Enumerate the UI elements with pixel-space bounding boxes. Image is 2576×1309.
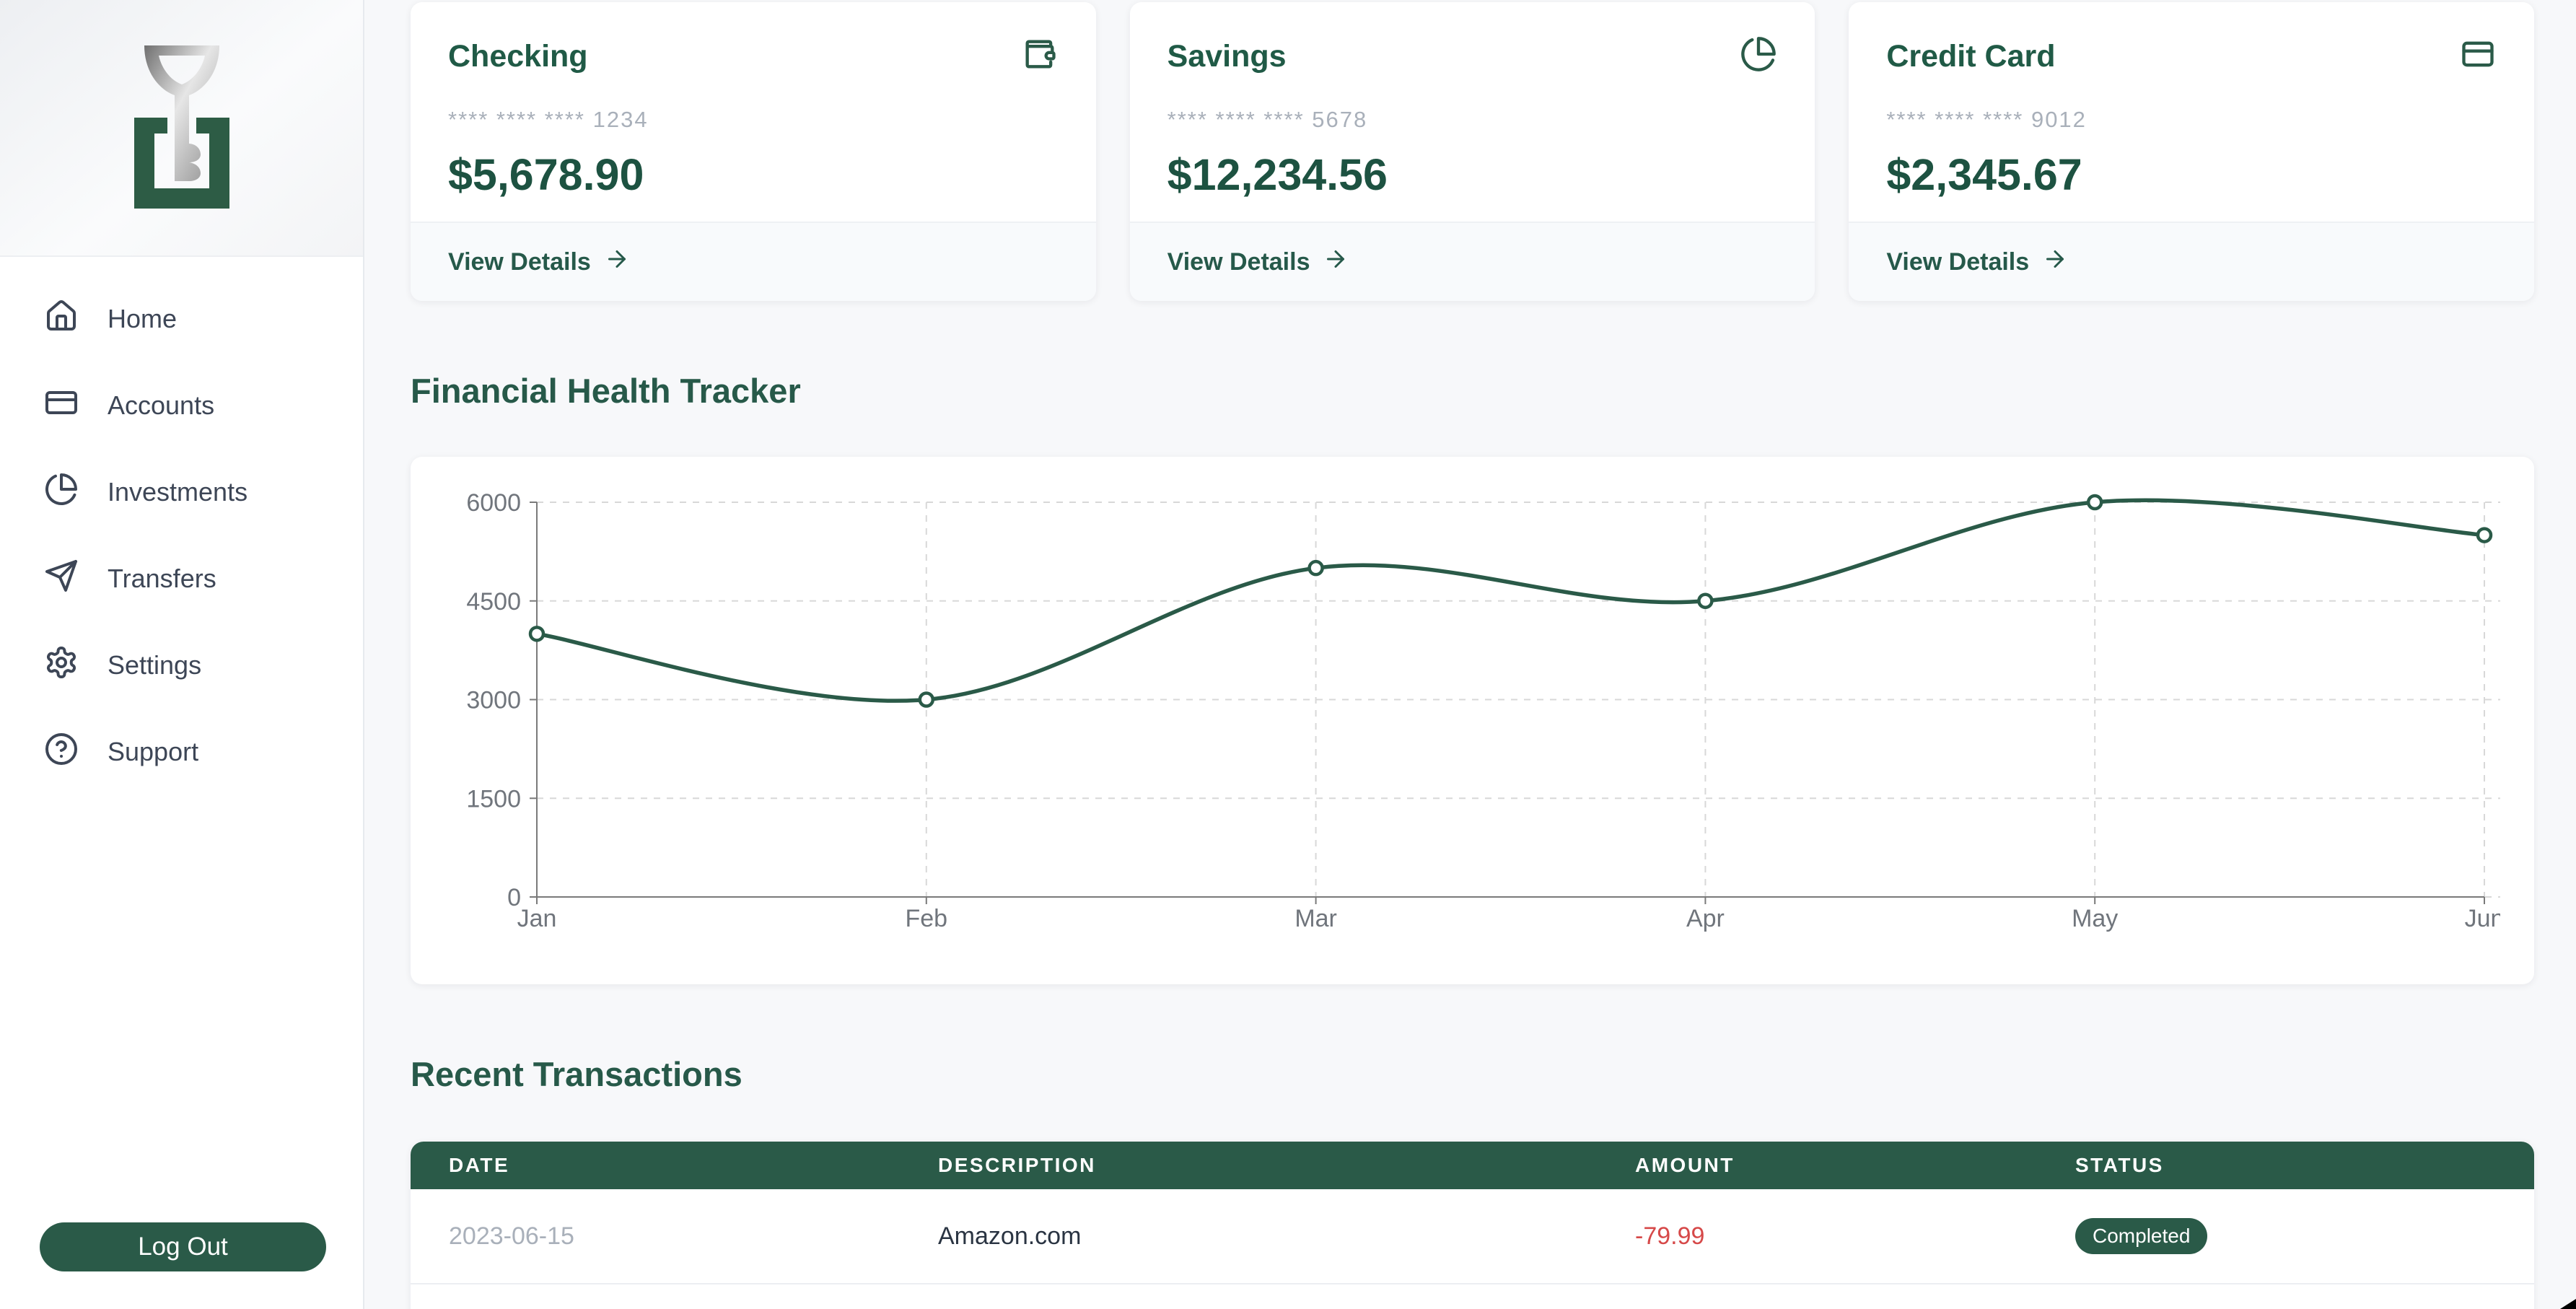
transaction-description: Amazon.com — [938, 1222, 1082, 1250]
sidebar-item-support[interactable]: Support — [0, 709, 363, 795]
sidebar-item-accounts[interactable]: Accounts — [0, 362, 363, 449]
checking-card: Checking **** **** **** 1234 $5,678.90 V… — [411, 2, 1096, 301]
arrow-right-icon — [604, 246, 630, 279]
svg-text:Feb: Feb — [906, 905, 948, 932]
table-row: 2023-06-15 Amazon.com -79.99 Completed — [411, 1189, 2534, 1283]
svg-text:Jun: Jun — [2465, 905, 2500, 932]
transaction-status: Completed — [2037, 1284, 2534, 1309]
column-header-date: DATE — [449, 1154, 510, 1176]
card-title: Savings — [1167, 38, 1287, 74]
svg-text:Jan: Jan — [517, 905, 557, 932]
view-details-link[interactable]: View Details — [1886, 246, 2068, 279]
financial-health-chart-card: 0 1500 3000 4500 6000 Jan Feb Mar Apr May Jun — [411, 457, 2534, 984]
transaction-status: Completed — [2037, 1189, 2534, 1283]
transaction-amount: -79.99 — [1635, 1222, 1705, 1250]
svg-text:May: May — [2072, 905, 2118, 932]
sidebar-item-label: Support — [108, 737, 199, 766]
svg-text:3000: 3000 — [466, 687, 521, 714]
account-balance: $2,345.67 — [1886, 150, 2082, 199]
help-circle-icon — [44, 732, 79, 773]
sidebar-item-label: Transfers — [108, 564, 216, 593]
main-content: Checking **** **** **** 1234 $5,678.90 V… — [366, 0, 2576, 1309]
credit-card-icon — [44, 385, 79, 426]
svg-text:0: 0 — [507, 884, 521, 911]
column-header-amount: AMOUNT — [1635, 1154, 1735, 1176]
sidebar-item-label: Investments — [108, 477, 248, 507]
card-title: Credit Card — [1886, 38, 2056, 74]
table-row: 2023-06-14 Salary Deposit +3500.00 Compl… — [411, 1283, 2534, 1309]
bank-key-logo — [133, 43, 229, 214]
svg-text:Mar: Mar — [1294, 905, 1337, 932]
transactions-section-title: Recent Transactions — [411, 1055, 742, 1093]
transactions-table: DATE DESCRIPTION AMOUNT STATUS 2023-06-1… — [411, 1142, 2534, 1309]
home-icon — [44, 299, 79, 340]
svg-text:Apr: Apr — [1686, 905, 1725, 932]
masked-account-number: **** **** **** 9012 — [1886, 107, 2087, 132]
sidebar-item-transfers[interactable]: Transfers — [0, 535, 363, 622]
sidebar-item-label: Accounts — [108, 390, 215, 420]
account-balance: $5,678.90 — [448, 150, 644, 199]
sidebar: Home Accounts Investments Transfers Sett… — [0, 0, 364, 1309]
chart-section-title: Financial Health Tracker — [411, 372, 801, 410]
column-header-status: STATUS — [2075, 1154, 2164, 1176]
transaction-date: 2023-06-14 — [411, 1289, 900, 1309]
column-header-description: DESCRIPTION — [938, 1154, 1096, 1176]
arrow-right-icon — [2042, 246, 2068, 279]
transaction-amount: +3500.00 — [1597, 1289, 2037, 1309]
wallet-icon — [1021, 35, 1059, 76]
svg-text:4500: 4500 — [466, 588, 521, 616]
credit-card-icon — [2459, 35, 2497, 76]
view-details-link[interactable]: View Details — [448, 246, 630, 279]
credit-card-card: Credit Card **** **** **** 9012 $2,345.6… — [1849, 2, 2535, 301]
send-icon — [44, 559, 79, 600]
status-badge: Completed — [2075, 1218, 2208, 1254]
transaction-description: Salary Deposit — [900, 1289, 1597, 1309]
sidebar-item-label: Home — [108, 304, 178, 333]
sidebar-item-investments[interactable]: Investments — [0, 449, 363, 535]
logo-area — [0, 0, 363, 257]
pie-chart-icon — [44, 472, 79, 513]
masked-account-number: **** **** **** 5678 — [1167, 107, 1368, 132]
sidebar-item-label: Settings — [108, 650, 202, 680]
masked-account-number: **** **** **** 1234 — [448, 107, 649, 132]
sidebar-nav: Home Accounts Investments Transfers Sett… — [0, 257, 363, 795]
transactions-table-header: DATE DESCRIPTION AMOUNT STATUS — [411, 1142, 2534, 1189]
gear-icon — [44, 645, 79, 686]
card-title: Checking — [448, 38, 588, 74]
sidebar-item-settings[interactable]: Settings — [0, 622, 363, 709]
savings-card: Savings **** **** **** 5678 $12,234.56 V… — [1129, 2, 1815, 301]
arrow-right-icon — [1323, 246, 1349, 279]
view-details-link[interactable]: View Details — [1167, 246, 1349, 279]
financial-health-chart: 0 1500 3000 4500 6000 Jan Feb Mar Apr May Jun — [411, 457, 2500, 984]
pie-chart-icon — [1740, 35, 1777, 76]
transaction-date: 2023-06-15 — [449, 1222, 574, 1250]
account-balance: $12,234.56 — [1167, 150, 1388, 199]
account-cards-row: Checking **** **** **** 1234 $5,678.90 V… — [411, 2, 2535, 301]
svg-text:6000: 6000 — [466, 489, 521, 517]
svg-text:1500: 1500 — [466, 785, 521, 813]
sidebar-item-home[interactable]: Home — [0, 276, 363, 362]
logout-button[interactable]: Log Out — [40, 1222, 326, 1271]
